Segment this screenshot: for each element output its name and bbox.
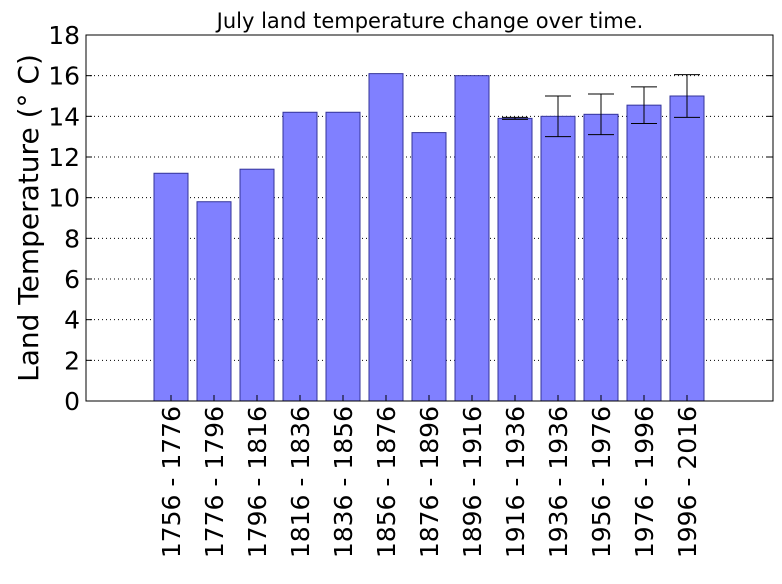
error-bar	[674, 74, 700, 118]
y-tick-label: 8	[64, 224, 80, 253]
x-tick-label: 1836 - 1856	[329, 406, 358, 558]
y-tick-label: 18	[48, 21, 80, 50]
x-tick-label: 1756 - 1776	[157, 406, 186, 558]
bar	[454, 75, 490, 402]
y-axis-ticks: 0 2 4 6 8 10 12 14 16 18	[48, 21, 773, 416]
y-tick-label: 2	[64, 346, 80, 375]
y-tick-label: 16	[48, 62, 80, 91]
x-tick-label: 1876 - 1896	[415, 406, 444, 558]
x-tick-label: 1776 - 1796	[200, 406, 229, 558]
bar	[239, 168, 275, 402]
error-bar	[588, 93, 614, 136]
x-tick-label: 1996 - 2016	[673, 406, 702, 558]
x-tick-label: 1916 - 1936	[501, 406, 530, 558]
bar	[196, 201, 232, 402]
bars	[153, 73, 705, 402]
error-bar	[502, 116, 528, 120]
bar	[669, 95, 705, 402]
bar	[411, 132, 447, 402]
bar	[368, 73, 404, 402]
bar	[583, 113, 619, 402]
plot-frame	[85, 34, 774, 402]
error-bar	[545, 95, 571, 138]
y-tick-label: 6	[64, 265, 80, 294]
error-bars	[502, 74, 700, 138]
y-tick-label: 12	[48, 143, 80, 172]
x-tick-label: 1856 - 1876	[372, 406, 401, 558]
x-tick-label: 1896 - 1916	[458, 406, 487, 558]
x-tick-label: 1796 - 1816	[243, 406, 272, 558]
chart-title: July land temperature change over time.	[215, 9, 644, 33]
bar	[325, 111, 361, 402]
x-tick-label: 1976 - 1996	[630, 406, 659, 558]
bar	[540, 115, 576, 402]
x-axis-ticks: 1756 - 1776 1776 - 1796 1796 - 1816 1816 - …	[157, 395, 702, 558]
y-tick-label: 10	[48, 184, 80, 213]
x-tick-label: 1936 - 1936	[544, 406, 573, 558]
y-tick-label: 0	[64, 387, 80, 416]
y-tick-label: 14	[48, 102, 80, 131]
x-tick-label: 1816 - 1836	[286, 406, 315, 558]
bar	[153, 172, 189, 402]
bar	[497, 117, 533, 402]
x-tick-label: 1956 - 1976	[587, 406, 616, 558]
bar	[282, 111, 318, 402]
y-tick-label: 4	[64, 306, 80, 335]
error-bar	[631, 86, 657, 124]
y-axis-label: Land Temperature (° C)	[12, 54, 45, 382]
bar	[626, 104, 662, 402]
